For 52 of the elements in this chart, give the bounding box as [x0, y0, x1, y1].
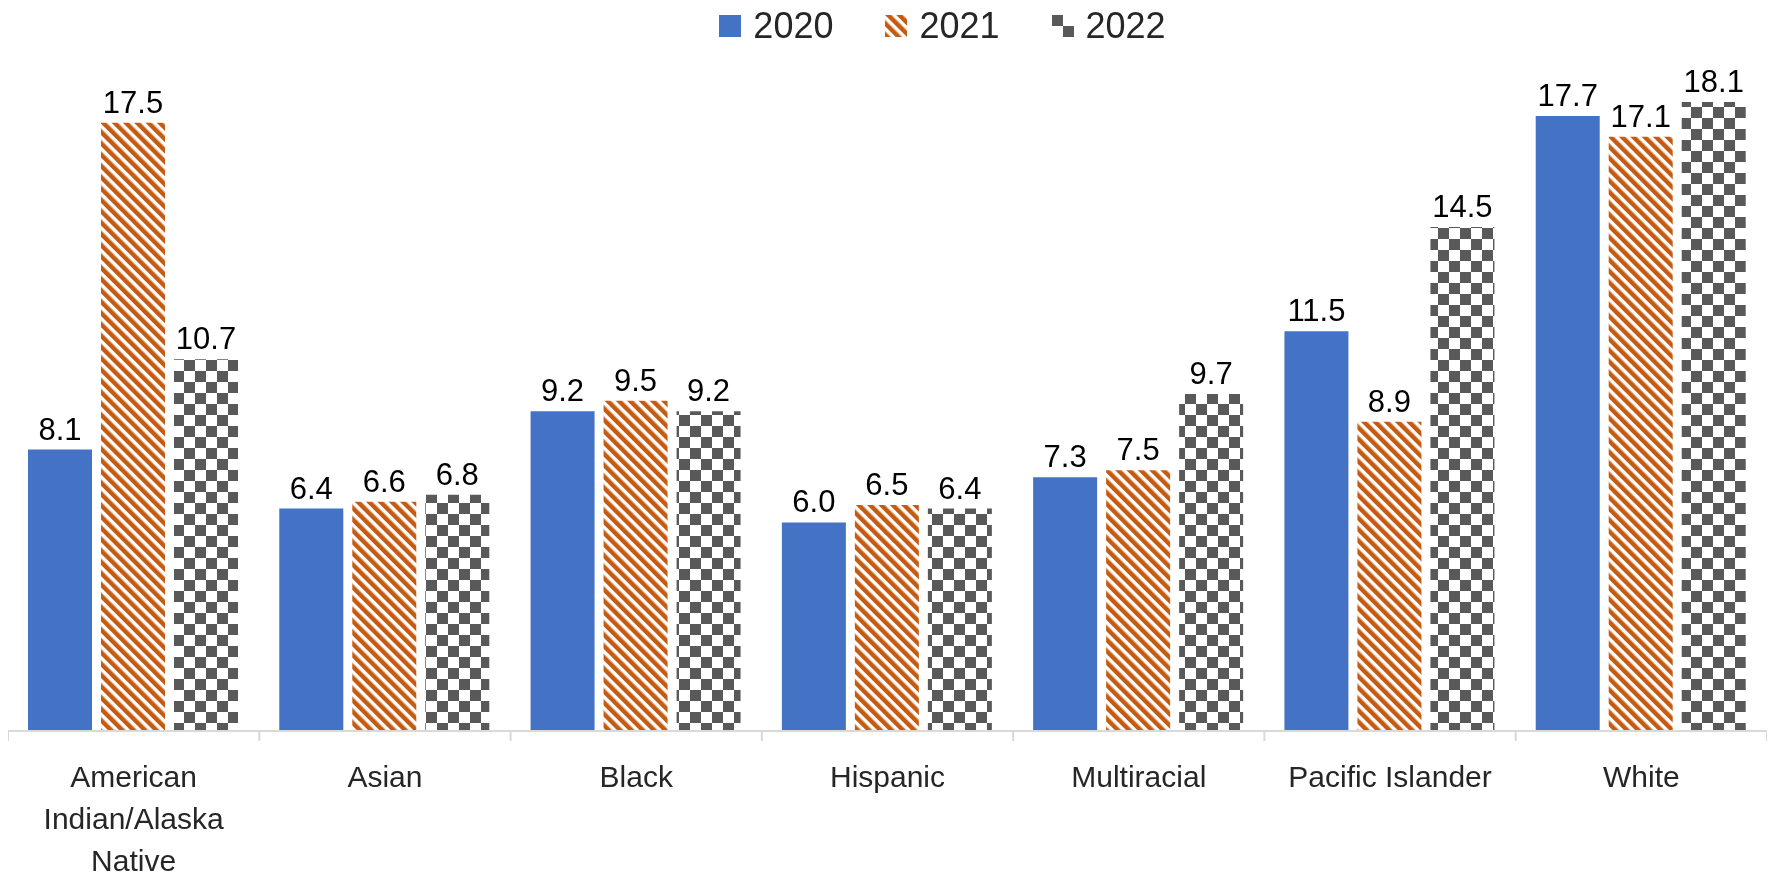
data-label: 8.1 [38, 411, 82, 447]
legend-label: 2022 [1085, 5, 1166, 46]
x-tick-label: Hispanic [829, 760, 946, 793]
data-label: 18.1 [1683, 64, 1744, 99]
bar [1608, 136, 1673, 731]
bar [603, 400, 668, 731]
bar [352, 501, 417, 731]
data-label: 6.6 [362, 463, 406, 499]
data-label: 6.0 [792, 484, 836, 520]
bar [174, 359, 238, 731]
bar [1430, 227, 1495, 731]
data-label: 17.1 [1610, 98, 1671, 134]
bar [1179, 393, 1244, 731]
data-label: 6.4 [289, 470, 333, 506]
bar [854, 505, 919, 731]
data-label: 7.3 [1043, 439, 1087, 475]
bar [1681, 102, 1746, 731]
x-tick-label: White [1603, 760, 1680, 793]
bar [101, 122, 165, 731]
data-label: 11.5 [1287, 293, 1346, 329]
bar [425, 494, 490, 731]
x-tick-label: Asian [347, 760, 423, 793]
data-label: 9.2 [687, 373, 731, 409]
data-label: 6.4 [938, 470, 982, 506]
bar [279, 508, 344, 731]
data-label: 6.8 [435, 456, 479, 492]
data-label: 6.5 [865, 467, 909, 503]
x-tick-label: American Indian/Alaska Native [43, 760, 225, 877]
x-tick-label: Black [599, 760, 674, 793]
data-label: 10.7 [175, 321, 237, 357]
bar [1284, 331, 1349, 731]
data-label: 9.5 [614, 362, 658, 398]
bar [781, 522, 846, 731]
bar [1535, 115, 1600, 731]
data-label: 9.7 [1189, 355, 1233, 391]
bar [28, 449, 92, 731]
legend-label: 2021 [919, 5, 1000, 46]
x-tick-label: Pacific Islander [1288, 760, 1492, 793]
bar [530, 411, 595, 731]
bar [1357, 421, 1422, 731]
data-label: 9.2 [541, 373, 585, 409]
bar [676, 411, 741, 731]
bar [927, 508, 992, 731]
data-label: 7.5 [1116, 432, 1160, 468]
bar [1033, 477, 1098, 731]
legend-label: 2020 [753, 5, 834, 46]
data-label: 14.5 [1432, 189, 1493, 225]
data-label: 8.9 [1367, 383, 1411, 419]
data-label: 17.7 [1537, 77, 1598, 113]
x-tick-label: Multiracial [1071, 760, 1207, 793]
bar [1106, 470, 1171, 731]
data-label: 17.5 [102, 84, 164, 120]
